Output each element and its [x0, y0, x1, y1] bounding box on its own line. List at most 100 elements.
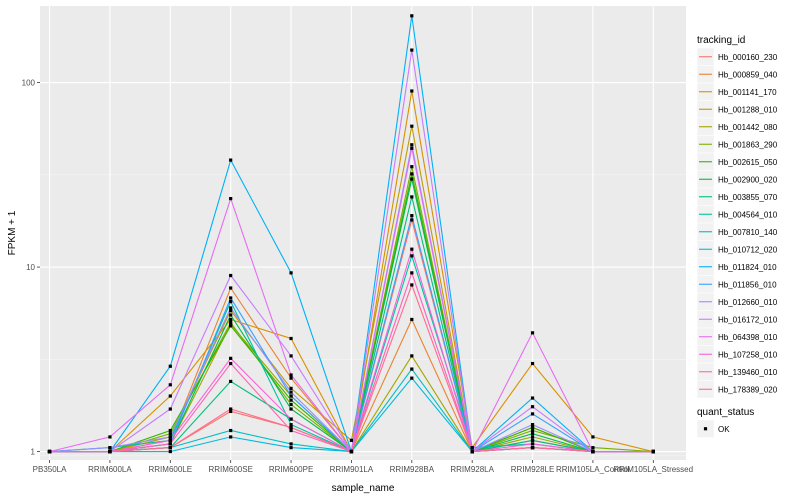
x-axis: PB350LA RRIM600LA RRIM600LE RRIM600SE RRIM60…	[33, 460, 693, 474]
data-point	[229, 324, 233, 328]
legend-label: Hb_178389_020	[718, 385, 778, 394]
data-point	[289, 442, 293, 446]
data-point	[410, 172, 414, 176]
data-point	[229, 158, 233, 162]
data-point	[410, 165, 414, 169]
data-point	[229, 361, 233, 366]
data-point	[289, 336, 293, 341]
y-tick-label: 1	[31, 448, 36, 457]
data-point	[289, 446, 293, 450]
legend-label: Hb_011856_010	[718, 280, 777, 289]
y-axis: 1 10 100	[22, 79, 40, 457]
x-axis-title: sample_name	[332, 483, 395, 494]
data-point	[229, 320, 233, 325]
legend-label: Hb_007810_140	[718, 228, 778, 237]
data-point	[410, 367, 414, 371]
data-point	[229, 286, 233, 290]
data-point	[289, 428, 293, 433]
x-tick-label: RRIM600PE	[269, 465, 313, 474]
legend-label: Hb_012660_010	[718, 298, 778, 307]
data-point	[289, 417, 293, 421]
x-tick-label: RRIM928LA	[450, 465, 494, 474]
data-point	[289, 422, 293, 427]
data-point	[229, 407, 233, 411]
data-point	[410, 218, 414, 222]
data-point	[530, 331, 535, 335]
data-point	[410, 177, 414, 181]
x-tick-label: RRIM600SE	[208, 465, 252, 474]
data-point	[651, 449, 655, 454]
data-point	[410, 48, 414, 52]
data-point	[229, 306, 233, 310]
legend-label: Hb_000859_040	[718, 70, 778, 79]
data-point	[108, 435, 112, 439]
legend-label: OK	[718, 425, 730, 434]
data-point	[168, 442, 172, 446]
y-axis-title: FPKM + 1	[7, 210, 18, 255]
data-point	[289, 354, 293, 358]
x-tick-label: RRIM928BA	[390, 465, 435, 474]
data-point	[108, 446, 112, 450]
legend-title-tracking-id: tracking_id	[697, 35, 745, 46]
data-point	[289, 402, 293, 407]
legend-label: Hb_002900_020	[718, 175, 778, 184]
data-point	[410, 124, 414, 128]
data-point	[530, 396, 535, 400]
data-point	[410, 14, 414, 18]
data-point	[229, 296, 233, 300]
data-point	[530, 361, 535, 366]
data-point	[229, 428, 233, 433]
data-point	[289, 390, 293, 394]
data-point	[47, 449, 52, 454]
data-point	[289, 407, 293, 411]
data-point	[410, 376, 414, 380]
data-point	[410, 271, 414, 275]
legend-label: Hb_001141_170	[718, 88, 777, 97]
data-point	[530, 435, 535, 439]
legend-label: Hb_107258_010	[718, 350, 778, 359]
data-point	[530, 428, 535, 433]
data-point	[168, 446, 172, 450]
data-point	[470, 446, 474, 450]
legend-label: Hb_001442_080	[718, 123, 778, 132]
data-point	[289, 386, 293, 390]
data-point	[229, 273, 233, 278]
x-tick-label: RRIM600LE	[149, 465, 193, 474]
data-point	[168, 428, 172, 433]
data-point	[530, 446, 535, 450]
legend-label: Hb_003855_070	[718, 193, 778, 202]
x-tick-label: RRIM105LA_Control	[556, 465, 630, 474]
x-tick-label: RRIM928LE	[511, 465, 555, 474]
legend-quant-status: quant_status OK	[696, 407, 754, 438]
data-point	[168, 383, 172, 387]
data-point	[410, 143, 414, 147]
grid-major	[40, 6, 686, 460]
data-point	[289, 398, 293, 402]
data-point	[349, 449, 354, 454]
data-point	[289, 271, 293, 275]
legend-label: Hb_001288_010	[718, 105, 778, 114]
data-point	[591, 449, 595, 454]
data-point	[410, 195, 414, 199]
legend-label: Hb_002615_050	[718, 158, 778, 167]
data-point	[168, 435, 172, 439]
data-point	[229, 322, 233, 326]
y-tick-label: 10	[26, 263, 35, 272]
x-tick-label: RRIM105LA_Stressed	[613, 465, 693, 474]
data-point	[410, 146, 414, 150]
data-point	[229, 299, 233, 304]
data-point	[289, 376, 293, 380]
data-point	[410, 214, 414, 218]
data-point	[591, 446, 595, 450]
data-point	[530, 438, 535, 442]
legend-tracking-id: tracking_id Hb_000160_230 Hb_000859_040 Hb…	[696, 35, 778, 399]
data-point	[530, 405, 535, 409]
data-point	[591, 435, 595, 439]
legend-key-point	[703, 427, 708, 431]
data-point	[108, 449, 112, 454]
data-point	[530, 442, 535, 446]
data-point	[410, 317, 414, 322]
data-point	[229, 409, 233, 414]
legend-label: Hb_016172_010	[718, 315, 778, 324]
